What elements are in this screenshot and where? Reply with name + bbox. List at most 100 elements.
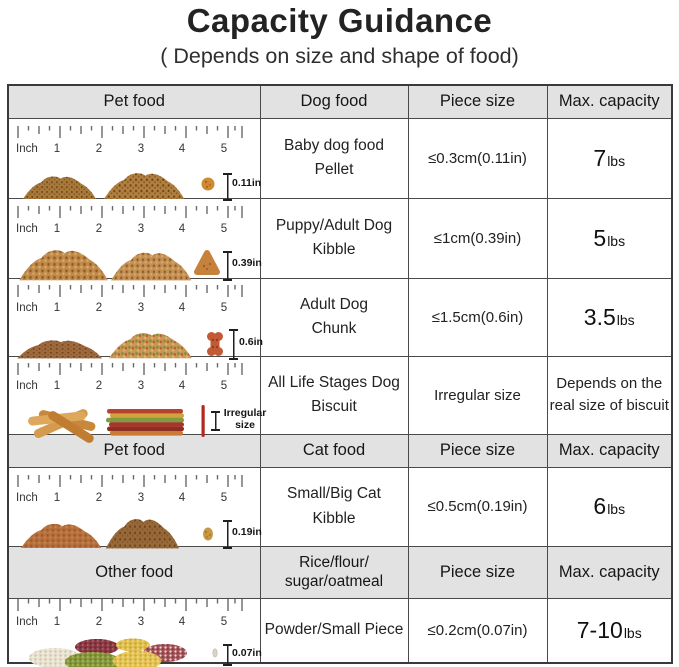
inch-ruler: Inch 1 2 3 4 5 (16, 474, 243, 504)
table-row: 0.39in Inch 1 2 3 4 5 Puppy/Adult Dog Ki… (7, 197, 673, 281)
ruler-mark-label: 3 (138, 143, 144, 155)
size-bracket (211, 411, 220, 431)
page-subtitle: ( Depends on size and shape of food) (160, 44, 519, 68)
ruler-mark-label: 4 (179, 492, 186, 504)
max-capacity-cell: 3.5 lbs (546, 277, 673, 357)
ruler-mark-label: 1 (54, 302, 60, 314)
kibble-pile-illustration (19, 250, 220, 281)
size-bracket (223, 519, 232, 549)
max-capacity-cell: 7 lbs (546, 117, 673, 199)
table-header-row: Other food Rice/flour/ sugar/oatmeal Pie… (7, 545, 673, 599)
header-piece-size: Piece size (407, 433, 548, 468)
food-type-cell: Puppy/Adult Dog Kibble (259, 197, 409, 279)
piece-size-cell: ≤0.5cm(0.19in) (407, 466, 548, 547)
ruler-unit-label: Inch (16, 616, 38, 628)
size-measurement-label: Irregular size (223, 407, 267, 432)
table-header-row: Pet food Cat food Piece size Max. capaci… (7, 433, 673, 468)
ruler-unit-label: Inch (16, 223, 38, 235)
header-max-capacity: Max. capacity (546, 433, 673, 468)
ruler-mark-label: 5 (221, 380, 227, 392)
max-capacity-cell: 7-10 lbs (546, 597, 673, 664)
capacity-value: 7-10 (576, 616, 623, 643)
food-illustration-cell: 0.19in Inch 1 2 3 4 5 (7, 466, 262, 549)
ruler-mark-label: 1 (54, 616, 60, 628)
ruler-mark-label: 1 (54, 492, 60, 504)
food-illustration-cell: 0.11in Inch 1 2 3 4 5 (7, 117, 262, 201)
inch-ruler: Inch 1 2 3 4 5 (16, 363, 243, 392)
ruler-mark-label: 5 (221, 223, 227, 235)
ruler-mark-label: 2 (96, 223, 102, 235)
capacity-value: 6 (593, 493, 607, 519)
max-capacity-cell: Depends on the real size of biscuit (546, 355, 673, 435)
header-cat-food: Cat food (259, 433, 409, 468)
ruler-mark-label: 2 (96, 380, 102, 392)
food-illustration-cell: 0.39in Inch 1 2 3 4 5 (7, 197, 262, 281)
header-pet-food: Pet food (7, 433, 261, 468)
header-piece-size: Piece size (407, 84, 548, 119)
header-other-food: Other food (7, 545, 261, 599)
size-bracket (223, 251, 232, 281)
food-type-cell: Small/Big Cat Kibble (259, 466, 409, 547)
biscuit-pile-illustration (28, 405, 205, 443)
food-type-cell: Powder/Small Piece (259, 597, 409, 664)
piece-size-cell: Irregular size (407, 355, 548, 435)
piece-size-cell: ≤1.5cm(0.6in) (407, 277, 548, 357)
chunk-pile-illustration (17, 332, 223, 359)
food-illustration-cell: 0.6in Inch 1 2 3 4 5 (7, 277, 263, 360)
food-illustration-cell: Irregular size Inch 1 2 3 4 5 (7, 355, 266, 443)
food-type-cell: Baby dog food Pellet (259, 117, 409, 199)
ruler-mark-label: 3 (138, 616, 144, 628)
ruler-mark-label: 5 (221, 302, 227, 314)
capacity-unit: lbs (607, 152, 626, 169)
header-pet-food: Pet food (7, 84, 261, 119)
ruler-mark-label: 5 (221, 616, 227, 628)
capacity-unit: lbs (616, 311, 635, 328)
ruler-mark-label: 2 (96, 302, 102, 314)
ruler-mark-label: 3 (138, 380, 144, 392)
ruler-mark-label: 5 (221, 143, 227, 155)
capacity-value: 7 (593, 144, 607, 171)
capacity-value: 3.5 (583, 303, 616, 330)
cat-kibble-pile-illustration (21, 518, 213, 548)
inch-ruler: Inch 1 2 3 4 5 (16, 285, 243, 314)
size-measurement-label: 0.19in (232, 525, 262, 538)
header-piece-size: Piece size (407, 545, 548, 599)
table-row: 0.07in Inch 1 2 3 4 5 Powder/Small Piece… (7, 597, 673, 667)
table-row: 0.11in Inch 1 2 3 4 5 Baby dog food Pell… (7, 117, 673, 201)
capacity-table: Pet food Dog food Piece size Max. capaci… (7, 84, 673, 667)
table-row: 0.19in Inch 1 2 3 4 5 Small/Big Cat Kibb… (7, 466, 673, 549)
size-measurement-label: 0.39in (232, 257, 262, 269)
inch-ruler: Inch 1 2 3 4 5 (16, 126, 243, 155)
ruler-unit-label: Inch (16, 492, 38, 504)
table-row: 0.6in Inch 1 2 3 4 5 Adult Dog Chunk ≤1.… (7, 277, 673, 360)
ruler-mark-label: 4 (179, 143, 186, 155)
header-dog-food: Dog food (259, 84, 409, 119)
food-type-cell: All Life Stages Dog Biscuit (259, 355, 409, 435)
size-measurement-label: 0.07in (232, 647, 262, 660)
header-max-capacity: Max. capacity (546, 545, 673, 599)
table-row: Irregular size Inch 1 2 3 4 5 All Life S… (7, 355, 673, 443)
piece-size-cell: ≤0.2cm(0.07in) (407, 597, 548, 664)
ruler-mark-label: 1 (54, 380, 60, 392)
ruler-mark-label: 4 (179, 223, 186, 235)
capacity-unit: lbs (607, 501, 626, 517)
header-rice-flour: Rice/flour/ sugar/oatmeal (259, 545, 409, 599)
size-measurement-label: 0.6in (239, 336, 263, 348)
size-bracket (223, 173, 232, 201)
ruler-mark-label: 4 (179, 302, 186, 314)
ruler-mark-label: 1 (54, 143, 60, 155)
capacity-unit: lbs (607, 232, 626, 249)
capacity-value: 5 (593, 224, 607, 251)
ruler-mark-label: 3 (138, 302, 144, 314)
size-bracket (223, 644, 232, 667)
ruler-mark-label: 1 (54, 223, 60, 235)
pellet-pile-illustration (22, 173, 215, 199)
ruler-mark-label: 5 (221, 492, 227, 504)
size-measurement-label: 0.11in (232, 177, 262, 189)
food-illustration-cell: 0.07in Inch 1 2 3 4 5 (7, 597, 262, 667)
header-max-capacity: Max. capacity (546, 84, 673, 119)
ruler-unit-label: Inch (16, 143, 38, 155)
ruler-mark-label: 3 (138, 492, 144, 504)
inch-ruler: Inch 1 2 3 4 5 (16, 599, 243, 628)
